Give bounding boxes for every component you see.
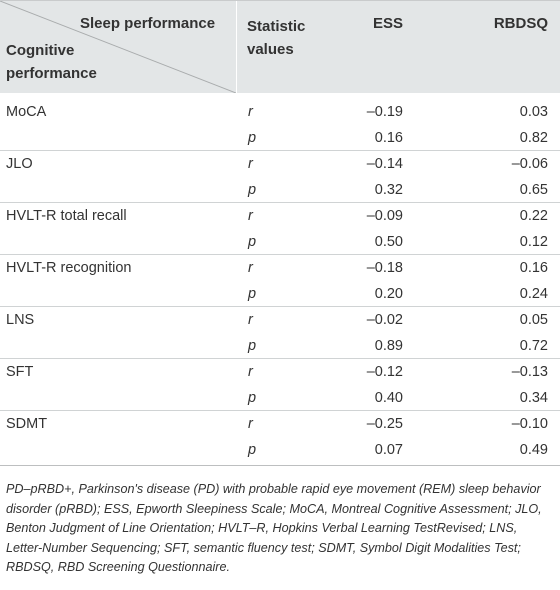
ess-value: –0.18 bbox=[366, 260, 403, 276]
stat-label: p bbox=[248, 181, 257, 198]
table-body: MoCA r –0.19 0.03 p 0.16 0.82 JLO r –0.1… bbox=[0, 93, 560, 466]
rbdsq-value: –0.06 bbox=[511, 156, 548, 172]
rbdsq-value: 0.12 bbox=[519, 233, 548, 250]
test-name: HVLT-R recognition bbox=[6, 260, 132, 276]
table-row: p 0.16 0.82 bbox=[0, 125, 560, 151]
ess-value: 0.16 bbox=[374, 129, 403, 146]
stat-label: r bbox=[248, 364, 253, 380]
ess-value: 0.89 bbox=[374, 337, 403, 354]
test-name: MoCA bbox=[6, 104, 47, 120]
header-cognitive-performance: Cognitive performance bbox=[6, 42, 97, 82]
table-row: p 0.32 0.65 bbox=[0, 177, 560, 203]
stat-label: r bbox=[248, 312, 253, 328]
rbdsq-value: –0.10 bbox=[511, 416, 548, 432]
test-name: SDMT bbox=[6, 416, 48, 432]
stat-label: p bbox=[248, 233, 257, 250]
table-row: SDMT r –0.25 –0.10 bbox=[0, 410, 560, 437]
rbdsq-value: 0.16 bbox=[519, 260, 548, 276]
table-row: p 0.89 0.72 bbox=[0, 333, 560, 359]
test-name: SFT bbox=[6, 364, 34, 380]
ess-value: –0.25 bbox=[366, 416, 403, 432]
stat-label: r bbox=[248, 104, 253, 120]
rbdsq-value: 0.72 bbox=[519, 337, 548, 354]
table-footnote: PD–pRBD+, Parkinson's disease (PD) with … bbox=[6, 482, 542, 574]
table-row: p 0.20 0.24 bbox=[0, 281, 560, 307]
rbdsq-value: 0.24 bbox=[519, 285, 548, 302]
rbdsq-value: 0.34 bbox=[519, 389, 548, 406]
header-ess: ESS bbox=[372, 15, 403, 32]
stat-label: r bbox=[248, 156, 253, 172]
table-row: JLO r –0.14 –0.06 bbox=[0, 150, 560, 177]
header-rbdsq: RBDSQ bbox=[493, 15, 548, 32]
test-name: LNS bbox=[6, 312, 35, 328]
ess-value: 0.20 bbox=[374, 285, 403, 302]
ess-value: –0.09 bbox=[366, 208, 403, 224]
table-row: p 0.07 0.49 bbox=[0, 437, 560, 463]
stat-label: p bbox=[248, 389, 257, 406]
stat-label: p bbox=[248, 285, 257, 302]
ess-value: 0.40 bbox=[374, 389, 403, 406]
test-name: HVLT-R total recall bbox=[6, 208, 127, 224]
diagonal-header-cell: Sleep performance Cognitive performance bbox=[0, 1, 237, 93]
ess-value: –0.14 bbox=[366, 156, 403, 172]
stat-label: r bbox=[248, 416, 253, 432]
stat-label: p bbox=[248, 129, 257, 146]
table-row: p 0.40 0.34 bbox=[0, 385, 560, 411]
stat-label: r bbox=[248, 208, 253, 224]
stat-label: p bbox=[248, 441, 257, 458]
ess-value: 0.07 bbox=[374, 441, 403, 458]
ess-value: –0.12 bbox=[366, 364, 403, 380]
rbdsq-value: 0.82 bbox=[519, 129, 548, 146]
header-statistic-values: Statistic values bbox=[247, 18, 306, 58]
rbdsq-value: 0.03 bbox=[519, 104, 548, 120]
rbdsq-value: 0.49 bbox=[519, 441, 548, 458]
table-header: Sleep performance Cognitive performance … bbox=[0, 0, 560, 93]
table-row: SFT r –0.12 –0.13 bbox=[0, 358, 560, 385]
stat-label: r bbox=[248, 260, 253, 276]
table-row: MoCA r –0.19 0.03 bbox=[0, 99, 560, 125]
ess-value: 0.32 bbox=[374, 181, 403, 198]
table-row: p 0.50 0.12 bbox=[0, 229, 560, 255]
ess-value: 0.50 bbox=[374, 233, 403, 250]
rbdsq-value: 0.22 bbox=[519, 208, 548, 224]
rbdsq-value: 0.05 bbox=[519, 312, 548, 328]
table-row: HVLT-R total recall r –0.09 0.22 bbox=[0, 202, 560, 229]
table-row: HVLT-R recognition r –0.18 0.16 bbox=[0, 254, 560, 281]
ess-value: –0.19 bbox=[366, 104, 403, 120]
stat-label: p bbox=[248, 337, 257, 354]
diagonal-divider bbox=[0, 1, 236, 93]
test-name: JLO bbox=[6, 156, 33, 172]
header-sleep-performance: Sleep performance bbox=[80, 15, 216, 32]
rbdsq-value: 0.65 bbox=[519, 181, 548, 198]
ess-value: –0.02 bbox=[366, 312, 403, 328]
correlation-table: Sleep performance Cognitive performance … bbox=[0, 0, 560, 574]
table-row: LNS r –0.02 0.05 bbox=[0, 306, 560, 333]
rbdsq-value: –0.13 bbox=[511, 364, 548, 380]
